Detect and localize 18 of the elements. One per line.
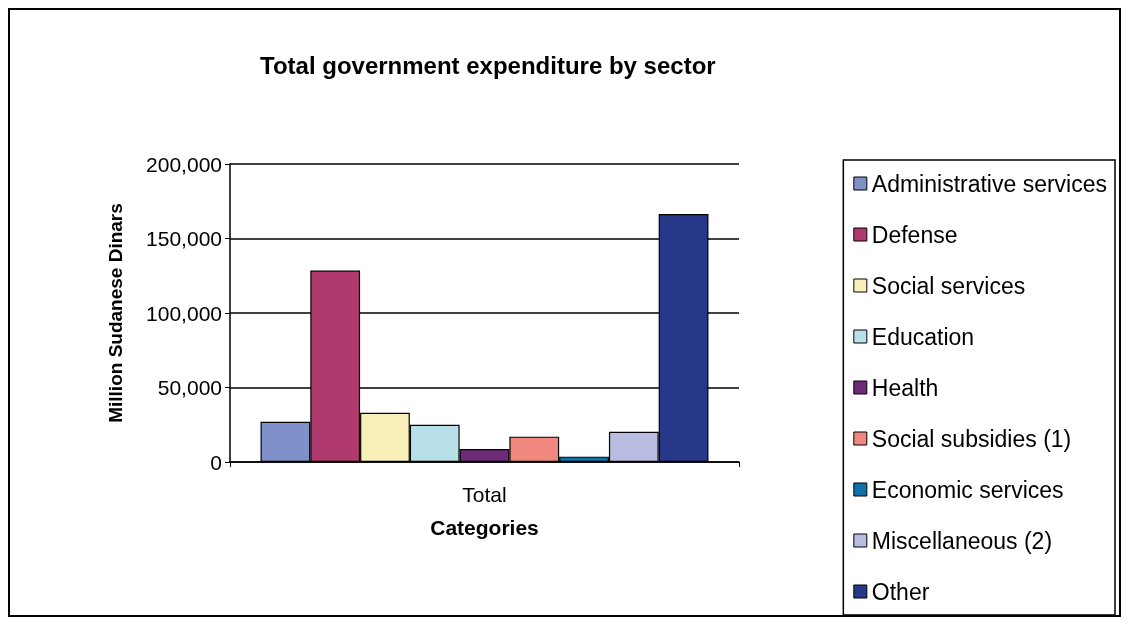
legend-label: Social services: [871, 272, 1026, 299]
chart-title: Total government expenditure by sector: [260, 51, 716, 79]
legend-label: Miscellaneous (2): [871, 527, 1053, 554]
legend-label: Administrative services: [871, 170, 1108, 197]
legend-label: Economic services: [871, 476, 1064, 503]
y-tick-label: 200,000: [146, 152, 222, 176]
legend-label: Health: [871, 374, 939, 401]
y-tick-label: 100,000: [146, 301, 222, 325]
legend-label: Other: [871, 578, 930, 605]
y-tick-label: 150,000: [146, 227, 222, 250]
x-axis-title: Categories: [430, 516, 539, 539]
y-tick-label: 50,000: [157, 376, 222, 399]
x-tick-label: Total: [462, 483, 507, 506]
legend-label: Social subsidies (1): [871, 425, 1072, 452]
legend-label: Education: [871, 323, 975, 350]
legend-label: Defense: [871, 221, 958, 248]
y-tick-label: 0: [210, 450, 222, 474]
y-axis-title: Million Sudanese Dinars: [105, 203, 126, 423]
